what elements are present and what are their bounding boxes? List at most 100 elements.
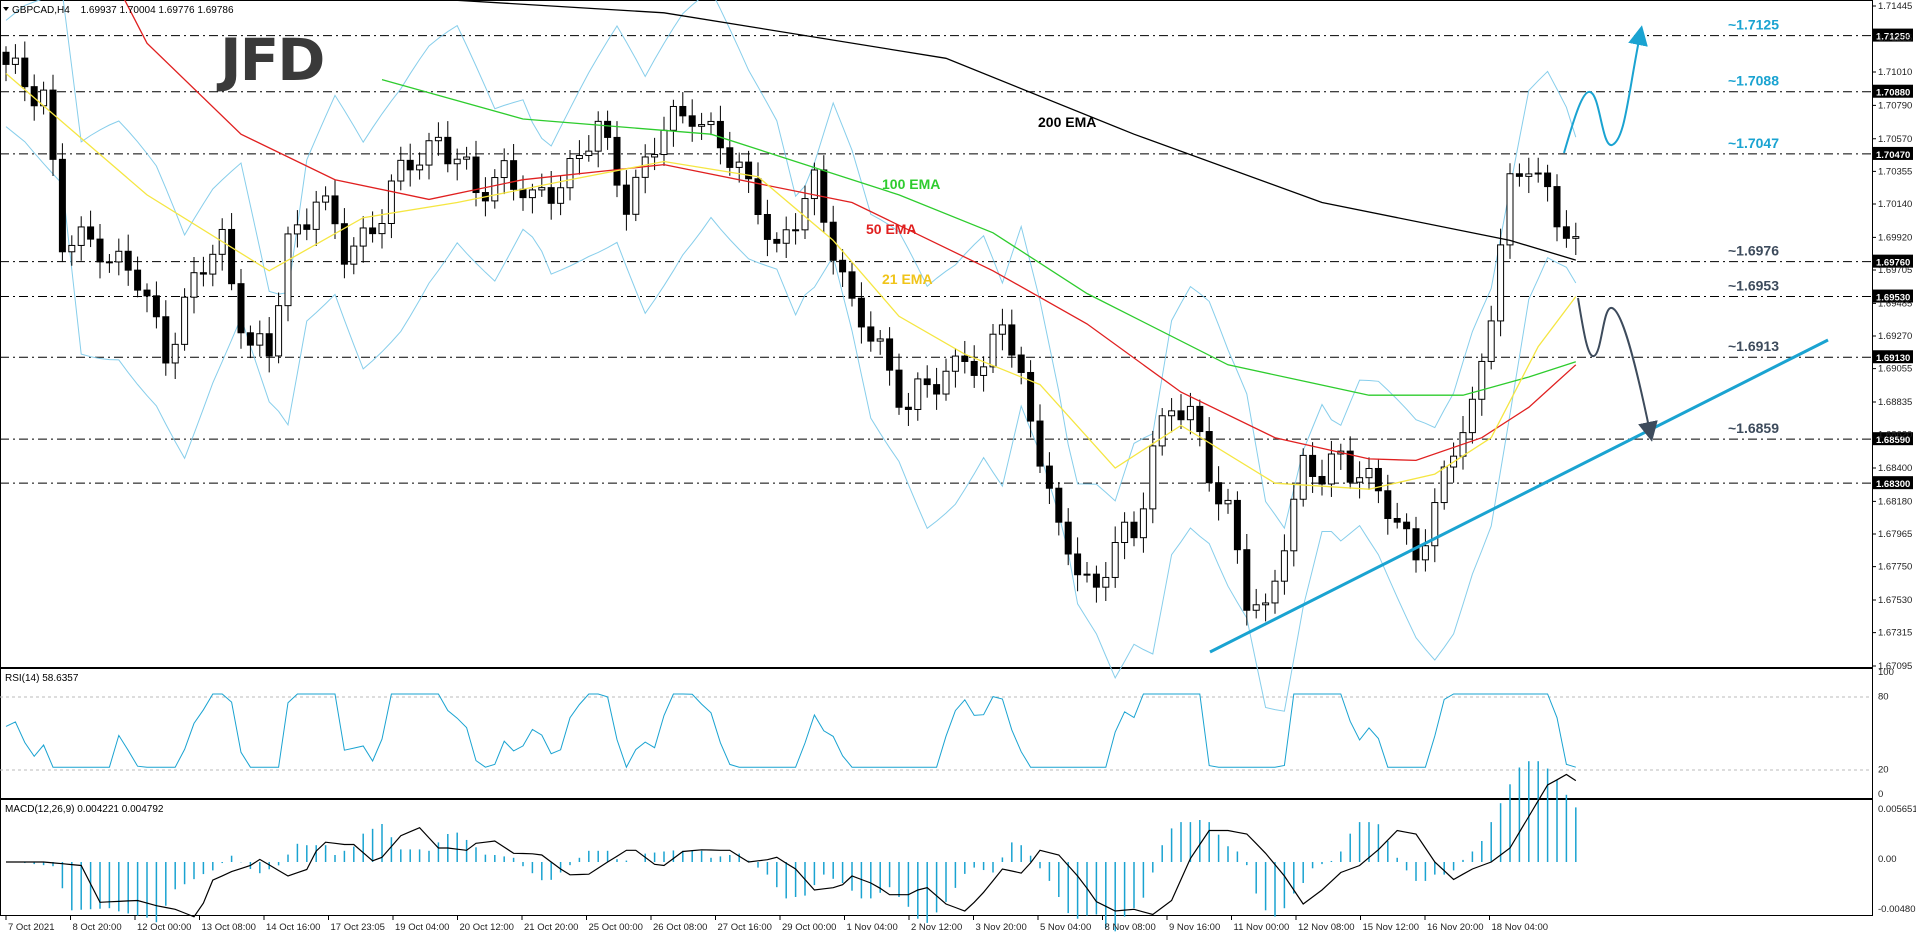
candle-body xyxy=(557,187,565,204)
candle-body xyxy=(124,250,132,271)
candle-body xyxy=(406,159,414,171)
candle-body xyxy=(810,169,818,200)
candle-body xyxy=(923,378,931,386)
candle-body xyxy=(1356,477,1364,483)
candle-body xyxy=(566,158,574,189)
candle-body xyxy=(1168,410,1176,417)
candle-body xyxy=(1224,499,1232,505)
candle-body xyxy=(585,150,593,157)
candle-body xyxy=(21,57,29,88)
bollinger-upper xyxy=(5,0,1577,530)
candle-body xyxy=(1497,244,1505,322)
candle-body xyxy=(1074,553,1082,576)
candle-body xyxy=(707,120,715,126)
collapse-triangle-icon[interactable] xyxy=(3,7,9,11)
candle-body xyxy=(1233,499,1241,551)
candle-body xyxy=(143,289,151,297)
candle-body xyxy=(444,136,452,165)
candle-body xyxy=(500,160,508,179)
candle-body xyxy=(961,355,969,362)
macd-signal-line xyxy=(6,773,1577,918)
candle-body xyxy=(340,223,348,265)
price-tag-bg xyxy=(1873,254,1913,268)
candle-body xyxy=(256,333,264,346)
ohlc-values: 1.69937 1.70004 1.69776 1.69786 xyxy=(81,5,234,16)
support-trendline[interactable] xyxy=(1209,338,1829,654)
time-axis-label: 16 Nov 20:00 xyxy=(1427,922,1484,933)
time-axis-label: 21 Oct 20:00 xyxy=(524,922,578,933)
candle-body xyxy=(942,370,950,395)
price-tags: 1.71250 1.70880 1.70470 1.69760 1.69530 1.691… xyxy=(1873,28,1913,490)
price-tag-bg xyxy=(1873,289,1913,303)
price-axis-label: 1.69270 xyxy=(1878,331,1912,342)
candlesticks xyxy=(2,41,1580,626)
candle-body xyxy=(1102,576,1110,588)
rsi-title: RSI(14) 58.6357 xyxy=(5,673,79,684)
candle-body xyxy=(77,226,85,246)
price-axis-label: 1.67750 xyxy=(1878,562,1912,573)
candle-body xyxy=(2,51,10,65)
candle-body xyxy=(434,136,442,142)
candle-body xyxy=(914,378,922,410)
candle-body xyxy=(1487,320,1495,362)
candle-body xyxy=(792,229,800,232)
candle-body xyxy=(1139,508,1147,539)
candle-body xyxy=(1064,521,1072,555)
candle-body xyxy=(1017,354,1025,373)
candle-body xyxy=(237,283,245,334)
price-tag: 1.69760 xyxy=(1876,258,1910,269)
candle-body xyxy=(49,89,57,160)
price-axis-label: 1.70355 xyxy=(1878,166,1912,177)
candle-body xyxy=(848,271,856,299)
candle-body xyxy=(1506,173,1514,246)
candle-body xyxy=(265,333,273,357)
price-axis: 1.71445 1.71235 1.71010 1.70790 1.70570 1.703… xyxy=(1872,1,1912,672)
candle-body xyxy=(1177,410,1185,421)
jfd-logo: JFD xyxy=(216,26,323,94)
ema-line-100 xyxy=(381,78,1577,396)
candle-body xyxy=(660,129,668,156)
time-axis-label: 15 Nov 12:00 xyxy=(1363,922,1420,933)
time-axis-label: 5 Nov 04:00 xyxy=(1040,922,1091,933)
candle-body xyxy=(152,295,160,318)
level-label: ~1.6953 xyxy=(1728,278,1779,294)
candle-body xyxy=(716,120,724,149)
candle-body xyxy=(491,177,499,202)
time-axis-label: 26 Oct 08:00 xyxy=(653,922,707,933)
candle-body xyxy=(350,245,358,265)
candle-body xyxy=(134,269,142,291)
price-tag-bg xyxy=(1873,432,1913,446)
ema-lines xyxy=(5,0,1577,490)
candle-body xyxy=(1290,498,1298,552)
macd-title: MACD(12,26,9) 0.004221 0.004792 xyxy=(5,804,164,815)
candle-body xyxy=(359,227,367,247)
candle-body xyxy=(1534,172,1542,175)
candle-body xyxy=(547,187,555,204)
candle-body xyxy=(998,324,1006,335)
time-axis-label: 1 Nov 04:00 xyxy=(847,922,898,933)
price-axis-label: 1.68180 xyxy=(1878,496,1912,507)
ema21-label: 21 EMA xyxy=(882,271,933,287)
candle-body xyxy=(369,227,377,235)
ema50-label: 50 EMA xyxy=(866,221,917,237)
time-axis-label: 12 Nov 08:00 xyxy=(1298,922,1355,933)
candle-body xyxy=(933,384,941,395)
candle-body xyxy=(87,226,95,240)
price-axis-label: 1.68620 xyxy=(1878,430,1912,441)
time-axis-label: 27 Oct 16:00 xyxy=(718,922,772,933)
candle-body xyxy=(1008,324,1016,356)
candle-body xyxy=(416,164,424,171)
price-tag: 1.68300 xyxy=(1876,479,1910,490)
ema-line-50 xyxy=(123,0,1577,462)
price-axis-label: 1.67315 xyxy=(1878,628,1912,639)
candle-body xyxy=(839,259,847,273)
candle-body xyxy=(970,360,978,376)
candle-body xyxy=(575,155,583,160)
candle-body xyxy=(58,158,66,253)
candle-body xyxy=(1384,490,1392,519)
candle-body xyxy=(1215,482,1223,505)
candle-body xyxy=(1130,521,1138,539)
candle-body xyxy=(312,201,320,230)
macd-histogram xyxy=(24,761,1577,932)
candle-body xyxy=(1111,542,1119,578)
